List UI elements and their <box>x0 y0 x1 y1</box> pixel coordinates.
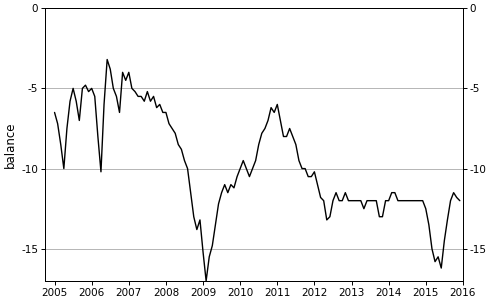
Y-axis label: balance: balance <box>4 121 17 168</box>
